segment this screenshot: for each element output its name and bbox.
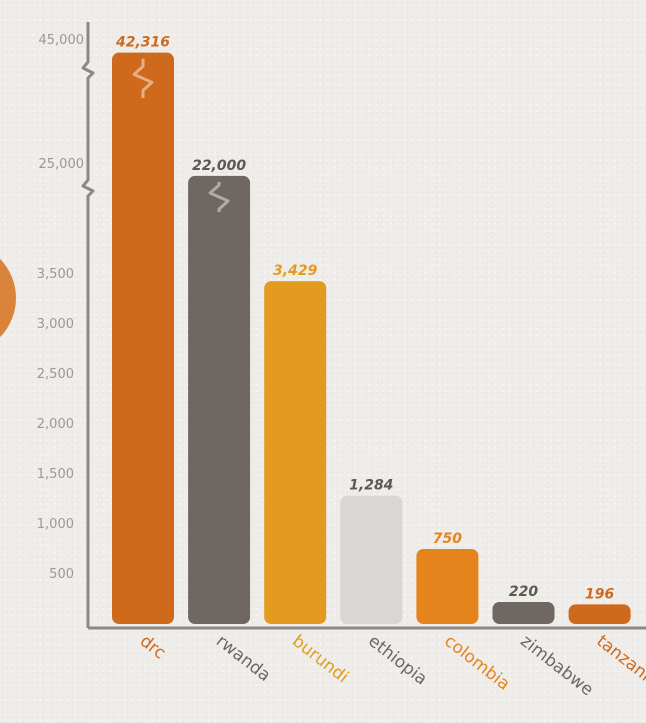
y-tick-label: 45,000: [39, 33, 85, 48]
bar-burundi: [264, 281, 327, 624]
bar-break-mark: [208, 181, 230, 212]
bar-drc: [112, 52, 174, 624]
value-label-ethiopia: 1,284: [349, 478, 393, 494]
y-tick-label: 2,500: [37, 367, 74, 382]
category-label-drc: drc: [136, 631, 169, 663]
bar-zimbabwe: [492, 602, 555, 624]
y-tick-label: 3,500: [37, 267, 74, 282]
bars: [112, 52, 631, 624]
category-label-colombia: colombia: [440, 631, 513, 694]
y-tick-label: 2,000: [37, 417, 74, 432]
category-labels: drc rwanda burundi ethiopia colombia zimbabwe…: [136, 631, 646, 700]
bar-break-mark: [132, 58, 154, 98]
category-label-tanzania: tanzania: [593, 631, 646, 692]
value-label-rwanda: 22,000: [192, 158, 246, 174]
y-tick-label: 1,000: [37, 517, 74, 532]
y-axis-break-mark: [81, 56, 95, 84]
value-labels: 42,316 22,000 3,429 1,284 750 220 196: [115, 35, 614, 603]
category-label-burundi: burundi: [288, 631, 352, 687]
decorative-circle: [0, 258, 16, 338]
axes: [81, 22, 646, 630]
category-label-zimbabwe: zimbabwe: [516, 631, 597, 700]
bar-ethiopia: [340, 495, 403, 624]
y-axis-break-mark: [81, 174, 95, 202]
value-label-burundi: 3,429: [273, 263, 318, 279]
value-label-drc: 42,316: [115, 35, 170, 51]
y-tick-label: 500: [49, 567, 74, 582]
y-tick-label: 1,500: [37, 467, 74, 482]
value-label-colombia: 750: [433, 531, 462, 547]
y-ticks: 500 1,000 1,500 2,000 2,500 3,000 3,500 25,000 4…: [37, 33, 84, 582]
value-label-zimbabwe: 220: [509, 584, 538, 600]
y-tick-label: 25,000: [39, 157, 85, 172]
y-tick-label: 3,000: [37, 317, 74, 332]
bar-colombia: [416, 549, 479, 624]
category-label-ethiopia: ethiopia: [364, 631, 431, 689]
value-label-tanzania: 196: [585, 586, 614, 602]
category-label-rwanda: rwanda: [212, 631, 274, 686]
bar-tanzania: [568, 604, 631, 624]
bar-rwanda: [188, 175, 251, 624]
